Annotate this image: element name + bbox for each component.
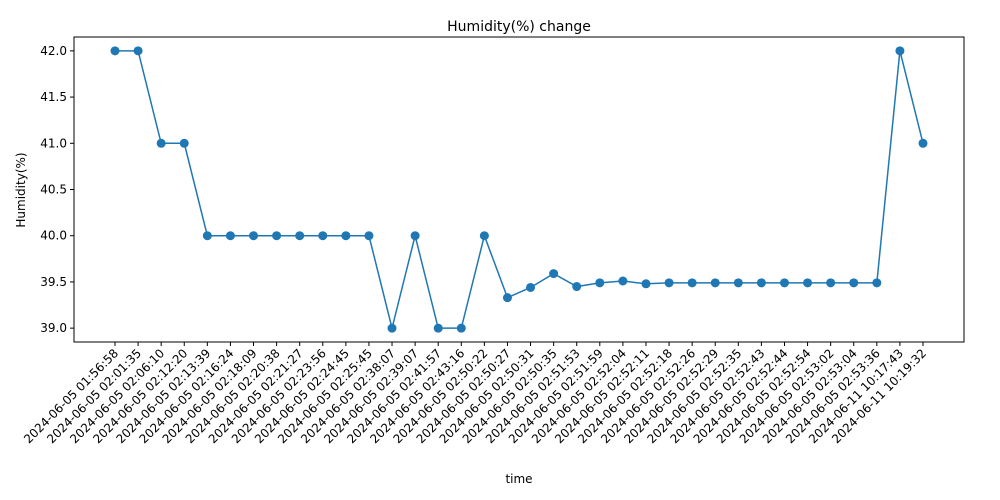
data-point (456, 323, 466, 333)
y-tick-label: 41.5 (40, 90, 67, 104)
data-point (595, 278, 605, 288)
data-point (687, 278, 697, 288)
data-point (318, 231, 328, 241)
data-point (249, 231, 259, 241)
humidity-series (110, 46, 928, 333)
data-point (202, 231, 212, 241)
y-tick-label: 41.0 (40, 136, 67, 150)
data-point (803, 278, 813, 288)
y-axis-label: Humidity(%) (14, 152, 28, 227)
data-point (272, 231, 282, 241)
y-axis: 39.0 39.5 40.0 40.5 41.0 41.5 42.0 (40, 44, 74, 335)
data-point (733, 278, 743, 288)
data-point (526, 282, 536, 292)
data-point (826, 278, 836, 288)
data-point (756, 278, 766, 288)
data-point (664, 278, 674, 288)
data-point (364, 231, 374, 241)
data-point (410, 231, 420, 241)
data-point (572, 282, 582, 292)
data-point (179, 138, 189, 148)
data-point (710, 278, 720, 288)
y-tick-label: 40.0 (40, 229, 67, 243)
data-point (156, 138, 166, 148)
data-point (295, 231, 305, 241)
data-point (779, 278, 789, 288)
data-point (895, 46, 905, 56)
plot-frame (73, 36, 965, 343)
data-point (502, 293, 512, 303)
data-point (618, 276, 628, 286)
data-point (872, 278, 882, 288)
data-point (549, 269, 559, 279)
x-axis-label: time (505, 472, 532, 486)
chart-title: Humidity(%) change (447, 19, 591, 35)
data-point (387, 323, 397, 333)
data-point (849, 278, 859, 288)
y-tick-label: 42.0 (40, 44, 67, 58)
data-point (479, 231, 489, 241)
y-tick-label: 39.5 (40, 275, 67, 289)
data-point (433, 323, 443, 333)
data-point (133, 46, 143, 56)
data-point (225, 231, 235, 241)
data-point (110, 46, 120, 56)
y-tick-label: 39.0 (40, 321, 67, 335)
y-tick-label: 40.5 (40, 183, 67, 197)
data-point (641, 279, 651, 289)
data-point (918, 138, 928, 148)
data-point (341, 231, 351, 241)
